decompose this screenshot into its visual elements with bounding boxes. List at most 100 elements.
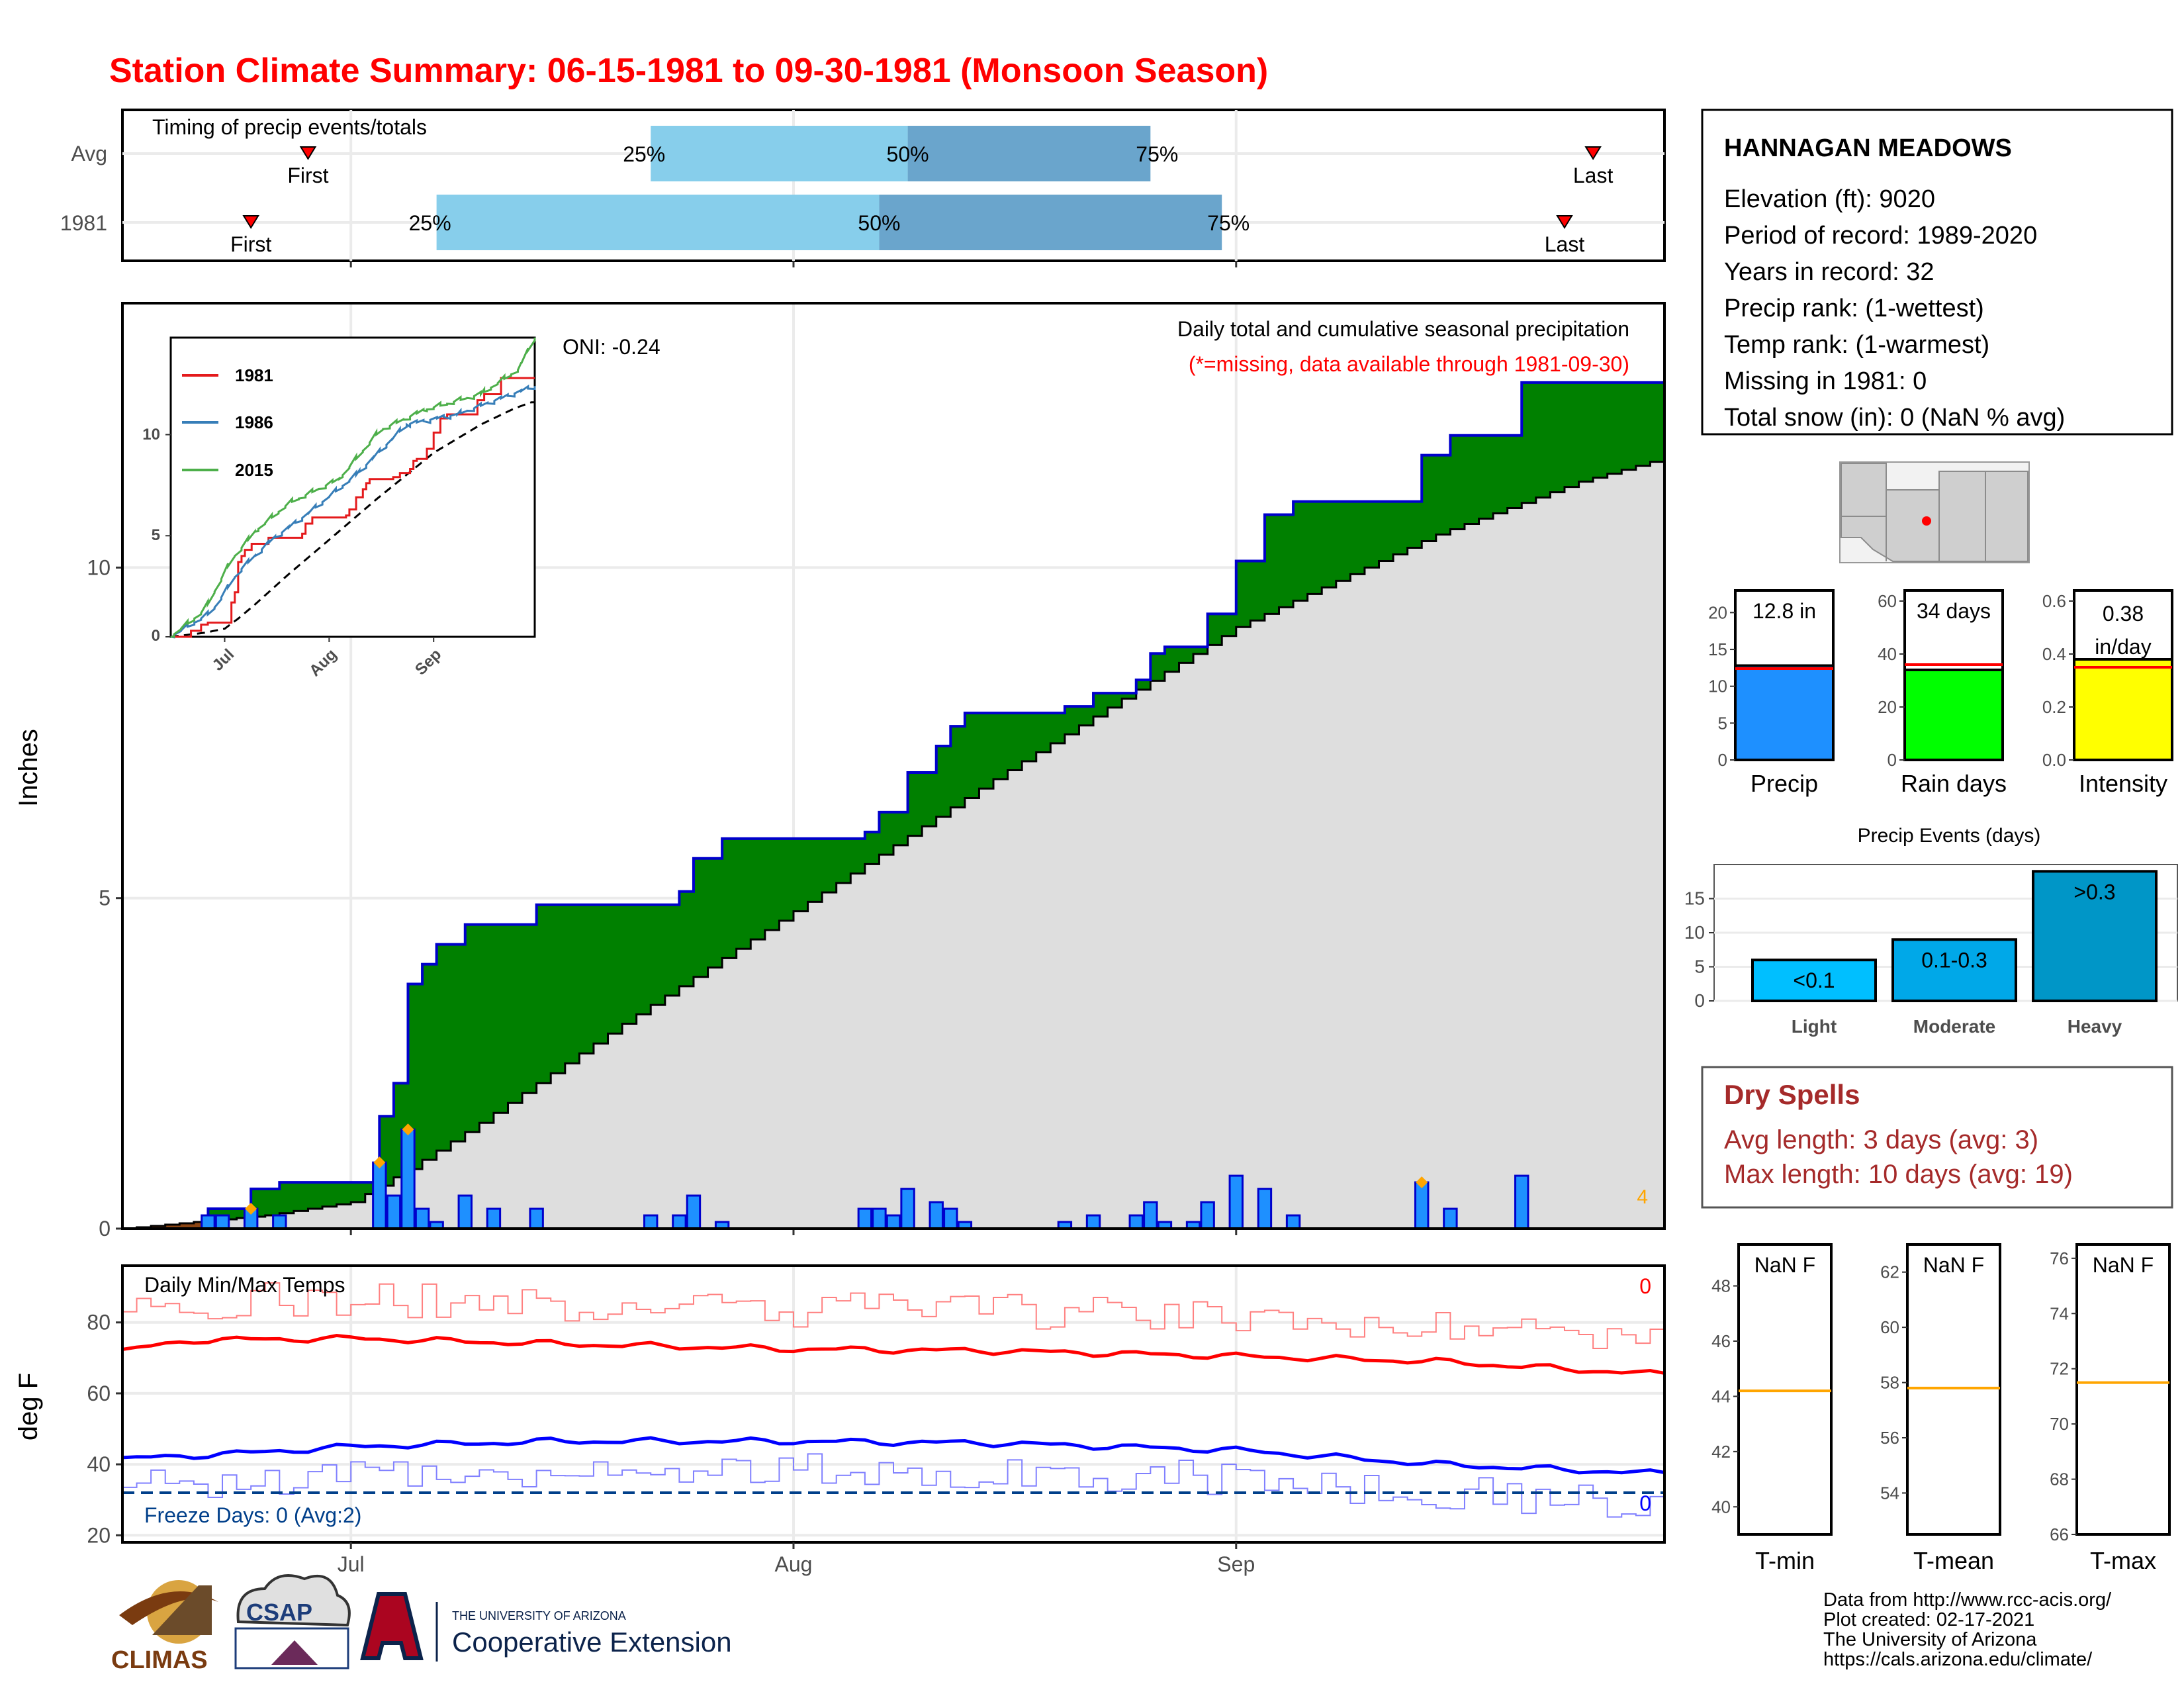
mini-bar-tick-label: 0.6 [2042,591,2066,611]
extreme-event-marker [245,1203,257,1215]
dry-spells-frame [1701,1066,2173,1209]
precip-events-chart: Precip Events (days) 0 5 10 15 <0.1 Light 0.1-… [1684,825,2178,1037]
daily-precip-bar [857,1207,873,1230]
csap-logo-text: CSAP [246,1599,312,1626]
daily-precip-bar [486,1207,502,1230]
inset-legend-label-2015: 2015 [235,460,273,480]
daily-precip-bar [872,1207,887,1230]
temp-box-tick-label: 40 [1711,1497,1731,1517]
inset-ytick-0: 0 [152,627,160,645]
mini-bar-value [2073,658,2173,761]
x-axis-label-aug: Aug [775,1552,813,1576]
events-bar-heavy [2032,870,2158,1003]
events-bar-moderate [1891,938,2017,1003]
daily-precip-bar [900,1188,915,1230]
cumulative-1981-line [122,381,1664,1230]
precip-ytick-label-5: 5 [99,886,111,910]
daily-precip-bar [943,1207,958,1230]
observed-max-temp-line [122,1282,1665,1349]
temp-box-frame [1906,1243,2001,1536]
daily-precip-bar [272,1214,287,1230]
events-bar-label: 0.1-0.3 [1921,948,1987,972]
temp-box-t-max: 66 68 70 72 74 76 NaN F T-max [2050,1243,2171,1574]
mini-bar-category-label: Rain days [1901,770,2007,797]
summary-bar-charts: 0 5 10 15 20 12.8 in Precip 0 20 40 60 34 days Rain … [1708,589,2173,797]
x-axis-label-jul: Jul [338,1552,365,1576]
daily-precip-bar [1143,1201,1158,1230]
temp-box-tick-label: 44 [1711,1386,1731,1406]
timing-first-label: First [287,164,328,187]
daily-precip-bar [386,1194,402,1230]
mini-bar-tick-label: 0 [1718,750,1727,770]
temp-box-tick-label: 70 [2050,1414,2069,1434]
temp-panel-frame [122,1266,1664,1542]
mini-bar-value [1734,664,1835,762]
station-info-frame [1701,109,2173,436]
temp-box-tick-label: 76 [2050,1248,2069,1268]
credit-url: https://cals.arizona.edu/climate/ [1823,1649,2093,1670]
temp-box-value-label: NaN F [1754,1253,1815,1277]
credit-university: The University of Arizona [1823,1629,2037,1650]
precip-y-label: Inches [14,729,43,807]
station-elevation: Elevation (ft): 9020 [1724,185,1935,213]
daily-precip-bar [672,1214,687,1230]
timing-last-label: Last [1545,232,1585,256]
temp-box-category-label: T-min [1755,1547,1815,1574]
events-category-label: Light [1792,1016,1837,1037]
temp-box-tick-label: 46 [1711,1331,1731,1351]
station-missing: Missing in 1981: 0 [1724,367,1927,395]
inset-line-1986 [170,384,536,639]
climas-logo-hill [152,1585,212,1635]
events-category-label: Heavy [2068,1016,2122,1037]
daily-precip-bar [1257,1188,1273,1230]
above-average-area [208,382,1665,1221]
temp-box-tick-label: 42 [1711,1442,1731,1462]
arizona-region-shape [1841,463,2028,562]
events-ytick-label: 5 [1694,957,1705,977]
mini-bar-value-unit: in/day [2095,635,2151,659]
daily-precip-bar [1085,1214,1101,1230]
observed-min-temp-line [122,1453,1665,1518]
station-temp-rank: Temp rank: (1-warmest) [1724,331,1989,359]
temp-panel: 20 40 60 80 Daily Min/Max Temps 0 Freeze Da… [14,1264,1666,1576]
station-precip-rank: Precip rank: (1-wettest) [1724,295,1984,322]
ua-small-text: THE UNIVERSITY OF ARIZONA [452,1609,626,1622]
credit-plot-created: Plot created: 02-17-2021 [1823,1609,2034,1630]
daily-precip-bar [1414,1181,1430,1230]
temp-box-value-label: NaN F [2093,1253,2154,1277]
inset-ytick-5: 5 [152,526,160,544]
events-bars: 0 5 10 15 <0.1 Light 0.1-0.3 Moderate >0.3 Heavy [1684,870,2177,1037]
freeze-days-label: Freeze Days: 0 (Avg:2) [144,1503,361,1527]
dry-spells-max: Max length: 10 days (avg: 19) [1724,1160,2073,1189]
station-info-box: HANNAGAN MEADOWS Elevation (ft): 9020 Pe… [1701,109,2173,436]
station-location-marker [1922,516,1931,526]
mini-bar-value-label: 0.38 [2103,602,2144,626]
mini-bar-tick-label: 40 [1878,644,1897,664]
temp-ytick-label-20: 20 [87,1523,111,1547]
events-title: Precip Events (days) [1858,825,2041,847]
inset-ytick-10: 10 [142,426,160,444]
mini-bar-tick-label: 10 [1708,677,1727,696]
temp-box-t-min: 40 42 44 46 48 NaN F T-min [1711,1243,1833,1574]
temp-min-count: 0 [1639,1491,1651,1515]
locator-map [1839,461,2030,563]
mini-bar-tick-label: 0.4 [2042,644,2066,664]
temp-box-tick-label: 54 [1880,1483,1899,1503]
mini-bar-intensity: 0.0 0.2 0.4 0.6 0.38 in/day Intensity [2042,589,2173,797]
timing-bar-q25-q50 [651,126,908,181]
daily-precip-bar [1128,1214,1144,1230]
events-category-label: Moderate [1913,1016,1995,1037]
timing-bar-q50-q75 [879,195,1222,250]
events-ytick-label: 0 [1694,990,1705,1011]
timing-bars: 25% 50% 75% First Last 25% 50% 75% First Last [230,126,1613,256]
temp-panel-title: Daily Min/Max Temps [144,1273,345,1297]
figure-title: Station Climate Summary: 06-15-1981 to 0… [109,52,1268,90]
temp-ytick-label-40: 40 [87,1452,111,1476]
temp-ytick-label-80: 80 [87,1311,111,1335]
temp-box-tick-label: 66 [2050,1524,2069,1544]
events-bar-light [1751,959,1877,1002]
inset-legend: 1981 1986 2015 [182,365,273,480]
inset-line-1981 [171,377,535,638]
temp-box-t-mean: 54 56 58 60 62 NaN F T-mean [1880,1243,2001,1574]
csap-logo-cloud [236,1574,351,1627]
